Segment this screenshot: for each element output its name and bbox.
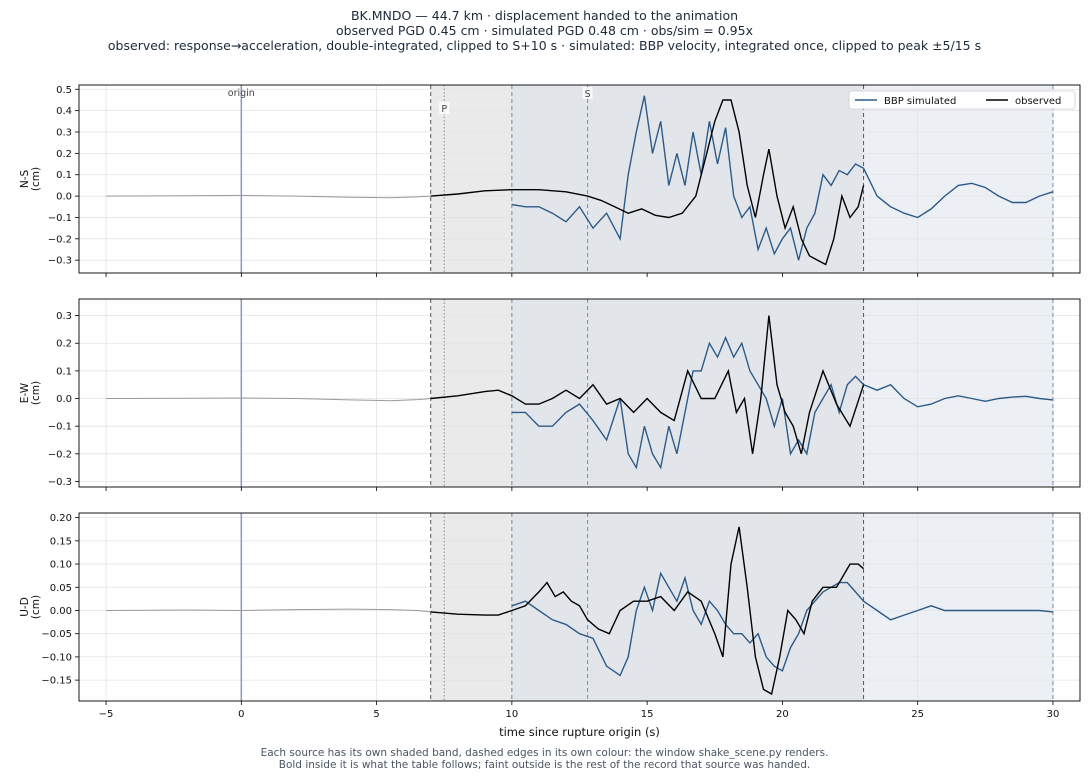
- legend-label-observed: observed: [1015, 96, 1061, 107]
- x-tick-label: 30: [1047, 709, 1060, 720]
- y-tick-label: −0.2: [48, 234, 72, 245]
- y-tick-label: −0.1: [48, 213, 72, 224]
- x-tick-label: 20: [776, 709, 789, 720]
- origin-label: origin: [228, 88, 255, 99]
- y-axis-label: U-D(cm): [19, 595, 42, 619]
- simulated-trace: [511, 95, 1054, 261]
- y-tick-label: 0.1: [56, 170, 72, 181]
- panel-frame: [78, 512, 1081, 702]
- y-tick-label: 0.05: [50, 583, 72, 594]
- p-label: P: [441, 104, 447, 115]
- y-tick-label: −0.3: [48, 256, 72, 267]
- x-tick-label: −5: [99, 709, 114, 720]
- y-tick-label: 0.0: [56, 394, 72, 405]
- y-axis-label-line: N-S: [19, 170, 31, 189]
- y-axis-label: E-W(cm): [19, 381, 42, 405]
- title-line-2: observed PGD 0.45 cm · simulated PGD 0.4…: [336, 23, 753, 38]
- panel-frame: [78, 84, 1081, 274]
- y-tick-label: −0.1: [48, 422, 72, 433]
- y-axis-label: N-S(cm): [19, 167, 42, 191]
- observed-faint-trace: [106, 194, 431, 199]
- y-tick-label: 0.1: [56, 366, 72, 377]
- y-tick-label: 0.5: [56, 85, 72, 96]
- y-tick-label: 0.3: [56, 311, 72, 322]
- y-axis-label-line: (cm): [30, 167, 42, 191]
- footnote-line-2: Bold inside it is what the table follows…: [278, 759, 811, 771]
- panel-2: −0.3 −0.2 −0.1 0.0 0.1 0.2 0.3 E-W(cm): [19, 298, 1081, 491]
- y-tick-label: −0.10: [41, 652, 72, 663]
- title-line-3: observed: response→acceleration, double-…: [107, 38, 982, 53]
- observed-trace: [430, 99, 865, 266]
- legend: BBP simulated observed: [848, 90, 1076, 110]
- chart-title: BK.MNDO — 44.7 km · displacement handed …: [0, 8, 1089, 53]
- y-axis-label-line: U-D: [19, 597, 31, 617]
- y-tick-label: −0.05: [41, 629, 72, 640]
- footnote: Each source has its own shaded band, das…: [0, 747, 1089, 771]
- panel-3: −0.15 −0.10 −0.05 0.00 0.05 0.10 0.15 0.20 −5 0 5 1…: [19, 512, 1081, 720]
- x-tick-label: 10: [505, 709, 518, 720]
- s-label-bg: [582, 87, 593, 99]
- observed-faint-trace: [106, 397, 431, 402]
- traces: [106, 526, 1053, 696]
- y-tick-label: −0.15: [41, 676, 72, 687]
- legend-box: [848, 90, 1076, 110]
- y-axis-label-line: (cm): [30, 381, 42, 405]
- y-axis-label-line: (cm): [30, 595, 42, 619]
- x-axis-label: time since rupture origin (s): [499, 725, 660, 739]
- x-tick-label: 5: [373, 709, 379, 720]
- y-axis-label-line: E-W: [19, 382, 31, 403]
- y-tick-label: 0.2: [56, 149, 72, 160]
- y-tick-label: −0.3: [48, 477, 72, 488]
- y-tick-label: 0.10: [50, 560, 72, 571]
- traces: [106, 95, 1054, 266]
- x-tick-label: 25: [911, 709, 924, 720]
- y-tick-label: 0.3: [56, 128, 72, 139]
- y-tick-label: 0.20: [50, 513, 72, 524]
- footnote-line-1: Each source has its own shaded band, das…: [260, 747, 829, 759]
- traces: [106, 315, 1053, 470]
- y-tick-label: 0.4: [56, 106, 72, 117]
- p-label-bg: [439, 102, 450, 114]
- simulated-trace: [511, 335, 1053, 470]
- panel-1: −0.3 −0.2 −0.1 0.0 0.1 0.2 0.3 0.4 0.5 N-S(cm) ori…: [19, 84, 1081, 277]
- title-line-1: BK.MNDO — 44.7 km · displacement handed …: [350, 8, 739, 23]
- x-tick-label: 15: [641, 709, 654, 720]
- observed-trace: [430, 526, 865, 696]
- observed-faint-trace: [106, 608, 431, 613]
- grid: [79, 513, 1080, 701]
- x-tick-label: 0: [238, 709, 244, 720]
- y-tick-label: 0.00: [50, 606, 72, 617]
- observed-trace: [430, 315, 865, 454]
- y-tick-label: 0.2: [56, 339, 72, 350]
- y-tick-label: 0.15: [50, 536, 72, 547]
- s-label: S: [585, 89, 591, 100]
- simulated-trace: [511, 571, 1053, 677]
- y-tick-label: 0.0: [56, 192, 72, 203]
- panel-frame: [78, 298, 1081, 488]
- y-tick-label: −0.2: [48, 449, 72, 460]
- legend-label-simulated: BBP simulated: [884, 96, 956, 107]
